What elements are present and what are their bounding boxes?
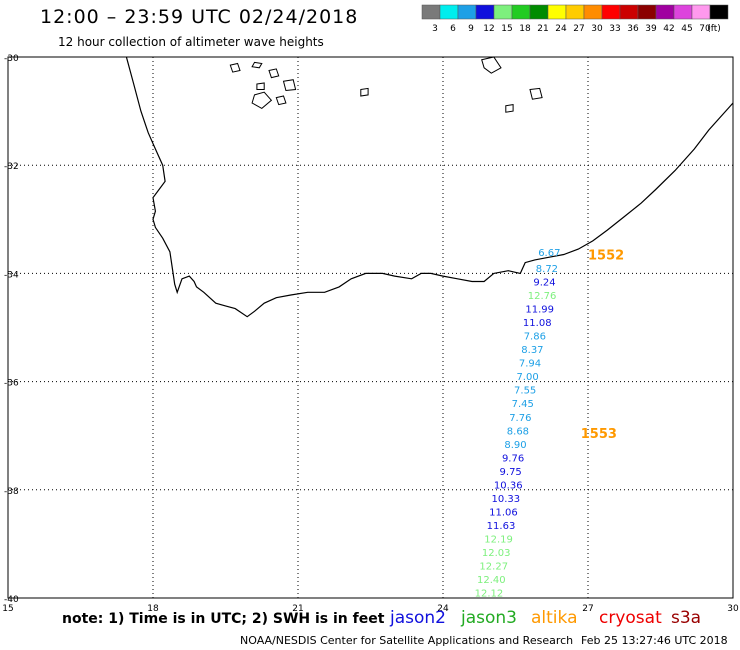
legend-label: 36 — [627, 24, 639, 34]
timestamp: Feb 25 13:27:46 UTC 2018 — [581, 634, 728, 647]
wave-height-value: 11.08 — [523, 318, 552, 329]
satellite-cryosat: cryosat — [599, 608, 662, 628]
wave-height-value: 7.45 — [512, 399, 534, 410]
wave-height-value: 11.99 — [525, 305, 554, 316]
legend-label: 39 — [645, 24, 657, 34]
legend-label: 21 — [537, 24, 548, 34]
pass-label: 1552 — [588, 248, 624, 263]
legend-label: 18 — [519, 24, 531, 34]
wave-height-value: 12.27 — [479, 562, 508, 573]
satellite-altika: altika — [531, 608, 578, 628]
island — [256, 82, 265, 90]
island — [529, 87, 543, 100]
island — [251, 61, 263, 69]
wave-height-value: 6.67 — [538, 248, 560, 259]
island — [282, 79, 297, 92]
legend-unit: (ft) — [707, 24, 721, 34]
lat-tick-label: -32 — [4, 162, 19, 172]
wave-height-value: 9.76 — [502, 453, 524, 464]
legend-label: 12 — [483, 24, 494, 34]
legend-label: 33 — [609, 24, 620, 34]
legend-label: 42 — [663, 24, 674, 34]
lat-tick-label: -36 — [4, 379, 19, 389]
wave-height-value: 12.40 — [477, 575, 506, 586]
map-title: 12:00 – 23:59 UTC 02/24/2018 — [40, 6, 359, 28]
wave-height-value: 12.19 — [484, 534, 513, 545]
wave-height-value: 8.90 — [504, 440, 526, 451]
wave-height-value: 9.24 — [533, 278, 555, 289]
coastline — [125, 56, 734, 318]
legend-label: 9 — [468, 24, 474, 34]
lon-tick-label: 24 — [437, 604, 449, 614]
wave-height-value: 7.76 — [509, 413, 531, 424]
lon-tick-label: 27 — [582, 604, 593, 614]
legend-label: 27 — [573, 24, 584, 34]
legend-label: 70 — [699, 24, 711, 34]
legend-label: 15 — [501, 24, 512, 34]
lat-tick-label: -38 — [4, 487, 19, 497]
wave-height-value: 11.63 — [487, 521, 516, 532]
island — [505, 104, 514, 113]
satellite-jason3: jason3 — [461, 608, 517, 628]
wave-height-value: 9.75 — [500, 467, 522, 478]
wave-height-legend: 3 6 9 12 15 18 21 24 27 30 33 36 39 42 45 70(ft) — [421, 4, 729, 34]
legend-label: 24 — [555, 24, 567, 34]
map-subtitle: 12 hour collection of altimeter wave hei… — [58, 35, 324, 49]
wave-height-value: 8.68 — [507, 426, 529, 437]
wave-height-value: 7.94 — [519, 359, 541, 370]
wave-height-value: 8.72 — [536, 264, 558, 275]
legend-label: 30 — [591, 24, 603, 34]
lon-tick-label: 18 — [147, 604, 159, 614]
island — [481, 56, 502, 74]
island — [275, 95, 287, 106]
wave-height-value: 8.37 — [521, 345, 543, 356]
lat-tick-label: -30 — [4, 54, 19, 64]
legend-label: 45 — [681, 24, 692, 34]
lon-tick-label: 15 — [2, 604, 13, 614]
island — [251, 91, 273, 110]
wave-height-value: 12.12 — [475, 589, 504, 600]
map-frame — [7, 56, 734, 599]
island — [360, 87, 369, 97]
lat-tick-label: -34 — [4, 270, 19, 280]
lat-tick-label: -40 — [4, 595, 19, 605]
footer-note: note: 1) Time is in UTC; 2) SWH is in fe… — [62, 611, 385, 627]
credit-line: NOAA/NESDIS Center for Satellite Applica… — [240, 634, 574, 647]
lon-tick-label: 21 — [292, 604, 303, 614]
island — [229, 62, 241, 73]
wave-height-value: 7.86 — [524, 332, 546, 343]
wave-height-value: 12.03 — [482, 548, 511, 559]
lon-tick-label: 30 — [727, 604, 739, 614]
wave-height-value: 10.33 — [492, 494, 521, 505]
legend-label: 3 — [432, 24, 438, 34]
legend-swatch — [709, 4, 729, 20]
island — [268, 68, 280, 79]
wave-height-value: 12.76 — [528, 291, 557, 302]
wave-height-value: 7.00 — [516, 372, 538, 383]
satellite-s3a: s3a — [671, 608, 702, 628]
wave-height-value: 7.55 — [514, 386, 536, 397]
legend-label: 6 — [450, 24, 456, 34]
pass-label: 1553 — [581, 427, 617, 442]
wave-height-value: 11.06 — [489, 507, 518, 518]
satellite-jason2: jason2 — [390, 608, 446, 628]
wave-height-value: 10.36 — [494, 480, 523, 491]
